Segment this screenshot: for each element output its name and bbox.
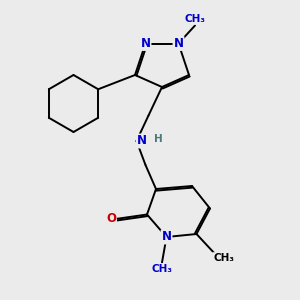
Text: N: N [140, 37, 151, 50]
Text: CH₃: CH₃ [184, 14, 206, 24]
Text: N: N [173, 37, 184, 50]
Text: N: N [161, 230, 172, 244]
Text: N: N [137, 134, 147, 148]
Text: O: O [106, 212, 116, 226]
Text: H: H [154, 134, 163, 144]
Text: CH₃: CH₃ [213, 253, 234, 263]
Text: CH₃: CH₃ [152, 264, 172, 274]
